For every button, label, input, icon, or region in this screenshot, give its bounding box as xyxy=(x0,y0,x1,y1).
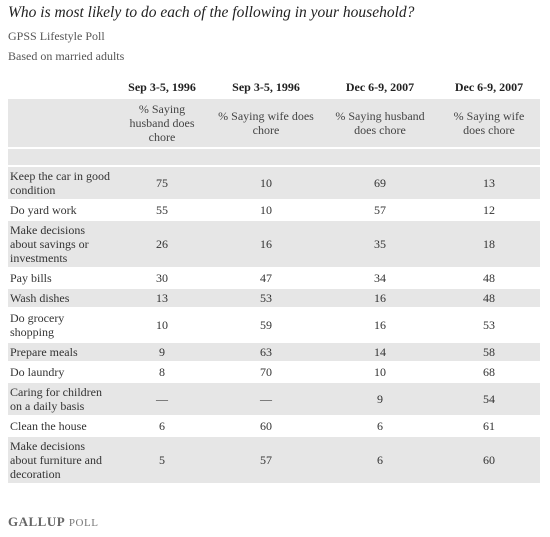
data-row: Make decisions about savings or investme… xyxy=(8,221,540,267)
value-cell: 16 xyxy=(322,289,438,307)
value-cell: 53 xyxy=(438,309,540,341)
row-label: Make decisions about savings or investme… xyxy=(8,221,114,267)
row-label: Clean the house xyxy=(8,417,114,435)
spacer-cell xyxy=(210,149,322,165)
value-cell: 6 xyxy=(322,417,438,435)
value-cell: 59 xyxy=(210,309,322,341)
data-row: Clean the house 6 60 6 61 xyxy=(8,417,540,435)
value-cell: 10 xyxy=(210,167,322,199)
header-cell: Dec 6-9, 2007 xyxy=(454,79,524,94)
value-cell: 10 xyxy=(322,363,438,381)
header-row: Sep 3-5, 1996 Sep 3-5, 1996 Dec 6-9, 2007 D… xyxy=(8,76,540,97)
value-cell: 10 xyxy=(114,309,210,341)
value-cell: 53 xyxy=(210,289,322,307)
value-cell: 54 xyxy=(438,383,540,415)
spacer-cell xyxy=(322,149,438,165)
data-row: Wash dishes 13 53 16 48 xyxy=(8,289,540,307)
row-label: Do grocery shopping xyxy=(8,309,114,341)
data-row: Prepare meals 9 63 14 58 xyxy=(8,343,540,361)
value-cell: 61 xyxy=(438,417,540,435)
value-cell: 60 xyxy=(438,437,540,483)
spacer-row xyxy=(8,149,540,165)
value-cell: 6 xyxy=(322,437,438,483)
spacer-cell xyxy=(114,149,210,165)
value-cell: 34 xyxy=(322,269,438,287)
value-cell: 12 xyxy=(438,201,540,219)
data-row: Do yard work 55 10 57 12 xyxy=(8,201,540,219)
value-cell: 13 xyxy=(114,289,210,307)
value-cell: 75 xyxy=(114,167,210,199)
value-cell: 10 xyxy=(210,201,322,219)
value-cell: 8 xyxy=(114,363,210,381)
subheader-cell: % Saying wife does chore xyxy=(210,99,322,147)
value-cell: 26 xyxy=(114,221,210,267)
value-cell: 48 xyxy=(438,289,540,307)
title: Who is most likely to do each of the fol… xyxy=(8,4,415,21)
value-cell: 60 xyxy=(210,417,322,435)
data-row: Make decisions about furniture and decor… xyxy=(8,437,540,483)
table: Sep 3-5, 1996 Sep 3-5, 1996 Dec 6-9, 2007 D… xyxy=(8,74,540,485)
value-cell: 70 xyxy=(210,363,322,381)
value-cell: 16 xyxy=(322,309,438,341)
row-label: Wash dishes xyxy=(8,289,114,307)
row-label: Make decisions about furniture and decor… xyxy=(8,437,114,483)
row-label: Keep the car in good condition xyxy=(8,167,114,199)
value-cell: 55 xyxy=(114,201,210,219)
value-cell: 9 xyxy=(114,343,210,361)
value-cell: 69 xyxy=(322,167,438,199)
value-cell: 13 xyxy=(438,167,540,199)
subheader-row: % Saying husband does chore% Saying wife… xyxy=(8,99,540,147)
subheader-cell: % Saying husband does chore xyxy=(114,99,210,147)
source: GPSS Lifestyle Poll xyxy=(8,29,105,43)
value-cell: 68 xyxy=(438,363,540,381)
row-label: Prepare meals xyxy=(8,343,114,361)
value-cell: 30 xyxy=(114,269,210,287)
header-cell: Sep 3-5, 1996 xyxy=(128,79,196,94)
header-cell xyxy=(8,76,114,97)
value-cell: — xyxy=(210,383,322,415)
row-label: Caring for children on a daily basis xyxy=(8,383,114,415)
value-cell: 5 xyxy=(114,437,210,483)
value-cell: 57 xyxy=(210,437,322,483)
subheader-cell: % Saying husband does chore xyxy=(322,99,438,147)
value-cell: 57 xyxy=(322,201,438,219)
data-row: Pay bills 30 47 34 48 xyxy=(8,269,540,287)
row-label: Do yard work xyxy=(8,201,114,219)
spacer-cell xyxy=(438,149,540,165)
header-cell: Dec 6-9, 2007 xyxy=(345,79,415,94)
value-cell: 63 xyxy=(210,343,322,361)
data-row: Keep the car in good condition 75 10 69 13 xyxy=(8,167,540,199)
data-row: Do laundry 8 70 10 68 xyxy=(8,363,540,381)
value-cell: 47 xyxy=(210,269,322,287)
value-cell: 6 xyxy=(114,417,210,435)
spacer-cell xyxy=(8,149,114,165)
logo-product: POLL xyxy=(68,517,99,529)
value-cell: 48 xyxy=(438,269,540,287)
value-cell: 16 xyxy=(210,221,322,267)
data-row: Do grocery shopping 10 59 16 53 xyxy=(8,309,540,341)
header-cell: Sep 3-5, 1996 xyxy=(232,79,300,94)
value-cell: 58 xyxy=(438,343,540,361)
value-cell: 14 xyxy=(322,343,438,361)
row-label: Pay bills xyxy=(8,269,114,287)
subheader-cell xyxy=(8,99,114,147)
value-cell: — xyxy=(114,383,210,415)
subheader-cell: % Saying wife does chore xyxy=(438,99,540,147)
note: Based on married adults xyxy=(8,49,125,63)
value-cell: 35 xyxy=(322,221,438,267)
row-label: Do laundry xyxy=(8,363,114,381)
logo: GALLUP POLL xyxy=(8,514,98,530)
value-cell: 18 xyxy=(438,221,540,267)
value-cell: 9 xyxy=(322,383,438,415)
logo-brand: GALLUP xyxy=(8,514,66,529)
data-row: Caring for children on a daily basis — —9 5… xyxy=(8,383,540,415)
